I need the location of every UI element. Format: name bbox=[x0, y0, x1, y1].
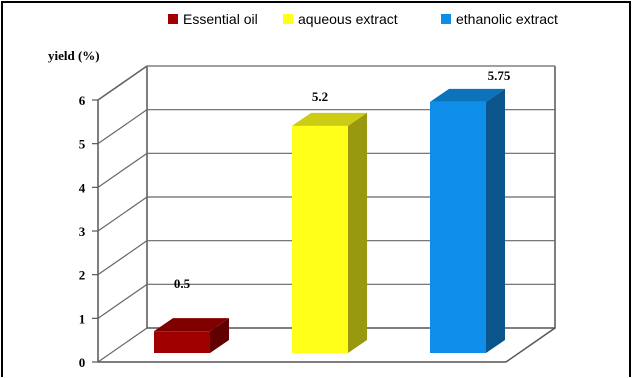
y-tick-label: 2 bbox=[79, 268, 86, 283]
legend-label: Essential oil bbox=[183, 11, 258, 27]
legend-label: ethanolic extract bbox=[456, 11, 558, 27]
y-tick-label: 5 bbox=[79, 137, 86, 152]
legend-label: aqueous extract bbox=[298, 11, 398, 27]
y-tick-label: 0 bbox=[79, 355, 86, 370]
bar-front bbox=[292, 125, 348, 353]
legend: Essential oil aqueous extract ethanolic ex… bbox=[168, 11, 558, 27]
gridline-side bbox=[97, 152, 148, 188]
gridline-side bbox=[97, 65, 148, 101]
floor-right-edge bbox=[505, 327, 556, 363]
data-label: 5.2 bbox=[312, 89, 328, 104]
bar bbox=[430, 88, 505, 354]
y-tick-label: 3 bbox=[79, 224, 86, 239]
legend-item: ethanolic extract bbox=[441, 11, 558, 27]
data-label: 5.75 bbox=[488, 68, 511, 83]
legend-item: Essential oil bbox=[168, 11, 258, 27]
gridline-side bbox=[97, 196, 148, 232]
gridline-side bbox=[97, 240, 148, 276]
bar-front bbox=[154, 331, 210, 353]
bar-side bbox=[348, 112, 367, 353]
bar-front bbox=[430, 101, 486, 354]
y-axis-label: yield (%) bbox=[48, 48, 100, 63]
y-tick-label: 1 bbox=[79, 311, 86, 326]
y-tick-label: 6 bbox=[79, 93, 86, 108]
bar-top bbox=[154, 318, 229, 332]
legend-swatch bbox=[441, 14, 451, 24]
legend-item: aqueous extract bbox=[283, 11, 398, 27]
bar-top bbox=[430, 88, 505, 102]
bar-side bbox=[210, 318, 229, 353]
plot-area: 0 1 2 3 4 5 6 0.5 5.2 5.75 bbox=[79, 65, 556, 370]
bar-top bbox=[292, 112, 367, 126]
bar-side bbox=[486, 88, 505, 354]
bar bbox=[154, 318, 229, 353]
data-label: 0.5 bbox=[174, 276, 191, 291]
bar bbox=[292, 112, 367, 353]
legend-swatch bbox=[168, 14, 178, 24]
y-tick-label: 4 bbox=[79, 180, 86, 195]
gridline-side bbox=[97, 327, 148, 363]
legend-swatch bbox=[283, 14, 293, 24]
gridline-side bbox=[97, 109, 148, 145]
gridline-side bbox=[97, 283, 148, 319]
